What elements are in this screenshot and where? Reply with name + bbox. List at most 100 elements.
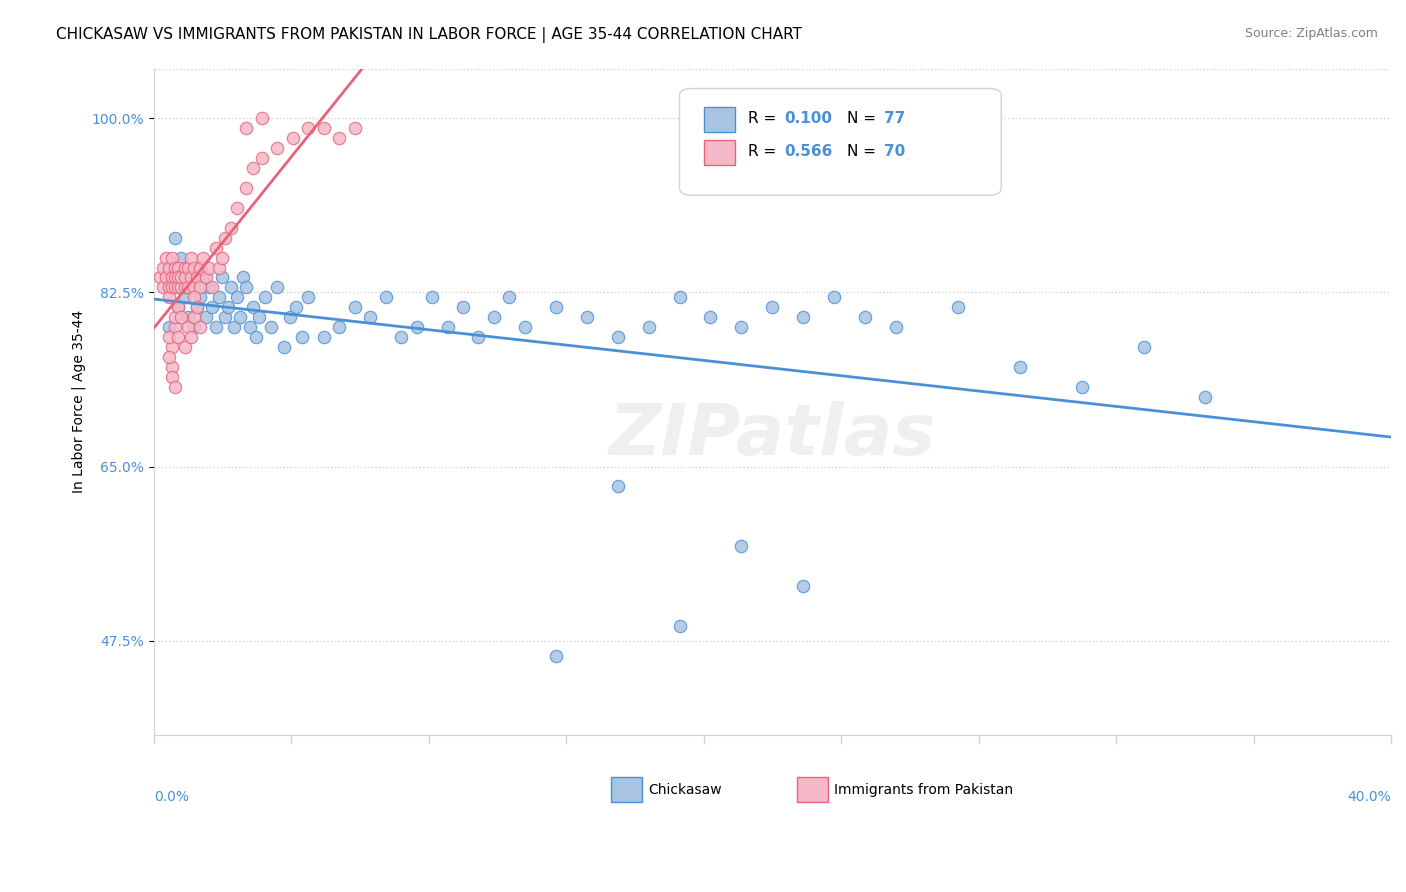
Point [195,310,218,325]
Point [204,320,226,334]
Point [173,260,195,275]
Point [242,301,264,315]
Point [606,330,628,344]
Point [183,280,205,294]
Point [183,310,205,325]
Text: N =: N = [846,145,880,160]
Point [219,280,242,294]
Point [1008,360,1031,375]
Point [544,301,567,315]
Text: Chickasaw: Chickasaw [648,783,723,797]
Point [165,260,187,275]
FancyBboxPatch shape [704,106,735,132]
Point [201,280,224,294]
Point [247,310,270,325]
Point [297,121,319,136]
Point [167,270,190,285]
Point [157,290,180,304]
Point [420,290,443,304]
Point [188,290,211,304]
Point [374,290,396,304]
Point [176,310,198,325]
Point [250,151,273,165]
Text: R =: R = [748,145,780,160]
Point [167,280,190,294]
Point [761,301,783,315]
Point [207,260,229,275]
Point [297,290,319,304]
Point [152,280,174,294]
Point [188,260,211,275]
Point [214,310,236,325]
Text: CHICKASAW VS IMMIGRANTS FROM PAKISTAN IN LABOR FORCE | AGE 35-44 CORRELATION CHA: CHICKASAW VS IMMIGRANTS FROM PAKISTAN IN… [56,27,803,43]
Point [730,320,752,334]
Point [165,230,187,244]
Point [343,121,366,136]
Point [165,320,187,334]
Point [157,280,180,294]
Point [157,330,180,344]
Point [730,539,752,553]
Point [173,260,195,275]
Point [176,260,198,275]
Text: Source: ZipAtlas.com: Source: ZipAtlas.com [1244,27,1378,40]
Point [160,251,183,265]
Point [167,301,190,315]
Point [235,181,257,195]
Point [157,320,180,334]
Point [513,320,536,334]
Point [188,320,211,334]
Point [155,270,177,285]
FancyBboxPatch shape [704,140,735,165]
Point [157,260,180,275]
Text: 70: 70 [884,145,905,160]
Point [160,280,183,294]
Point [219,220,242,235]
Point [946,301,969,315]
Point [170,270,193,285]
Point [1194,390,1216,404]
Point [180,251,202,265]
Point [278,310,301,325]
Point [183,320,205,334]
Text: N =: N = [846,111,880,126]
Point [173,340,195,354]
Point [853,310,876,325]
Point [186,270,208,285]
Point [281,131,304,145]
Point [211,251,233,265]
Point [482,310,505,325]
Point [250,112,273,126]
Point [186,301,208,315]
Point [173,290,195,304]
Point [544,648,567,663]
Point [359,310,381,325]
Point [180,270,202,285]
Text: 0.566: 0.566 [785,145,834,160]
Point [207,290,229,304]
Point [823,290,845,304]
Point [214,230,236,244]
Point [160,340,183,354]
Point [1070,380,1092,394]
Point [1132,340,1154,354]
Point [273,340,295,354]
Point [312,330,335,344]
Point [188,280,211,294]
Text: 0.100: 0.100 [785,111,832,126]
Point [637,320,659,334]
Point [245,330,267,344]
Point [226,201,249,215]
Point [242,161,264,175]
Point [191,251,214,265]
Point [183,260,205,275]
Point [176,280,198,294]
FancyBboxPatch shape [797,777,828,802]
Point [291,330,314,344]
Point [232,270,254,285]
Point [260,320,283,334]
Point [149,270,172,285]
FancyBboxPatch shape [679,88,1001,195]
Point [186,301,208,315]
Point [884,320,907,334]
